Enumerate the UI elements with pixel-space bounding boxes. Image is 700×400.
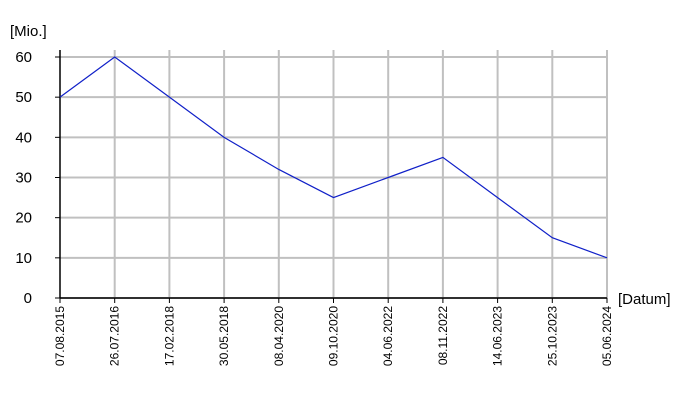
y-tick-label: 30 <box>15 170 32 187</box>
y-axis-title: [Mio.] <box>10 23 47 40</box>
y-tick-label: 0 <box>24 290 32 307</box>
x-tick-label: 08.11.2022 <box>436 306 450 365</box>
x-tick-label: 25.10.2023 <box>545 306 559 366</box>
x-tick-label: 09.10.2020 <box>327 306 341 366</box>
x-tick-label: 14.06.2023 <box>491 306 505 366</box>
y-tick-label: 40 <box>15 129 32 146</box>
x-tick-label: 30.05.2018 <box>217 306 231 366</box>
x-tick-label: 07.08.2015 <box>53 306 67 366</box>
x-axis-title: [Datum] <box>618 291 671 308</box>
y-tick-label: 10 <box>15 250 32 267</box>
y-tick-label: 50 <box>15 89 32 106</box>
x-tick-label: 26.07.2016 <box>108 306 122 366</box>
x-tick-label: 05.06.2024 <box>600 306 614 366</box>
x-tick-label: 08.04.2020 <box>272 306 286 366</box>
x-tick-label: 04.06.2022 <box>381 306 395 366</box>
y-tick-label: 20 <box>15 210 32 227</box>
y-tick-label: 60 <box>15 49 32 66</box>
line-series <box>59 56 608 259</box>
x-tick-label: 17.02.2018 <box>162 306 176 366</box>
